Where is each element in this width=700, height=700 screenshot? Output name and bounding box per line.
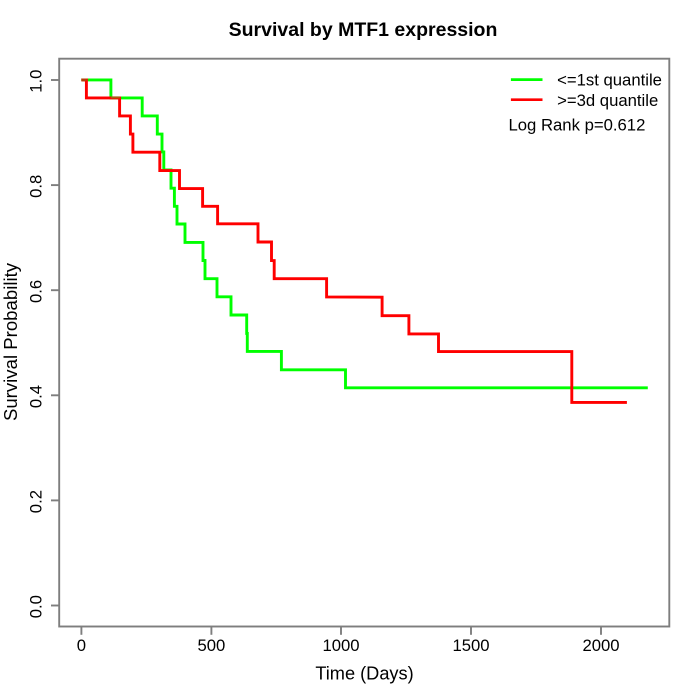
svg-text:1500: 1500	[452, 636, 489, 655]
svg-text:1.0: 1.0	[27, 70, 46, 93]
svg-text:2000: 2000	[582, 636, 619, 655]
svg-text:Time (Days): Time (Days)	[315, 663, 413, 683]
svg-text:500: 500	[197, 636, 225, 655]
svg-text:Survival by MTF1 expression: Survival by MTF1 expression	[229, 19, 498, 41]
svg-text:1000: 1000	[322, 636, 359, 655]
svg-text:0.6: 0.6	[27, 280, 46, 303]
svg-text:Log Rank p=0.612: Log Rank p=0.612	[509, 115, 646, 134]
svg-text:0: 0	[77, 636, 86, 655]
svg-text:Survival Probability: Survival Probability	[0, 262, 21, 421]
svg-text:0.8: 0.8	[27, 175, 46, 198]
svg-text:0.0: 0.0	[27, 595, 46, 618]
svg-text:0.2: 0.2	[27, 490, 46, 513]
svg-text:>=3d quantile: >=3d quantile	[557, 91, 658, 110]
svg-text:0.4: 0.4	[27, 385, 46, 408]
svg-text:<=1st quantile: <=1st quantile	[557, 71, 662, 90]
